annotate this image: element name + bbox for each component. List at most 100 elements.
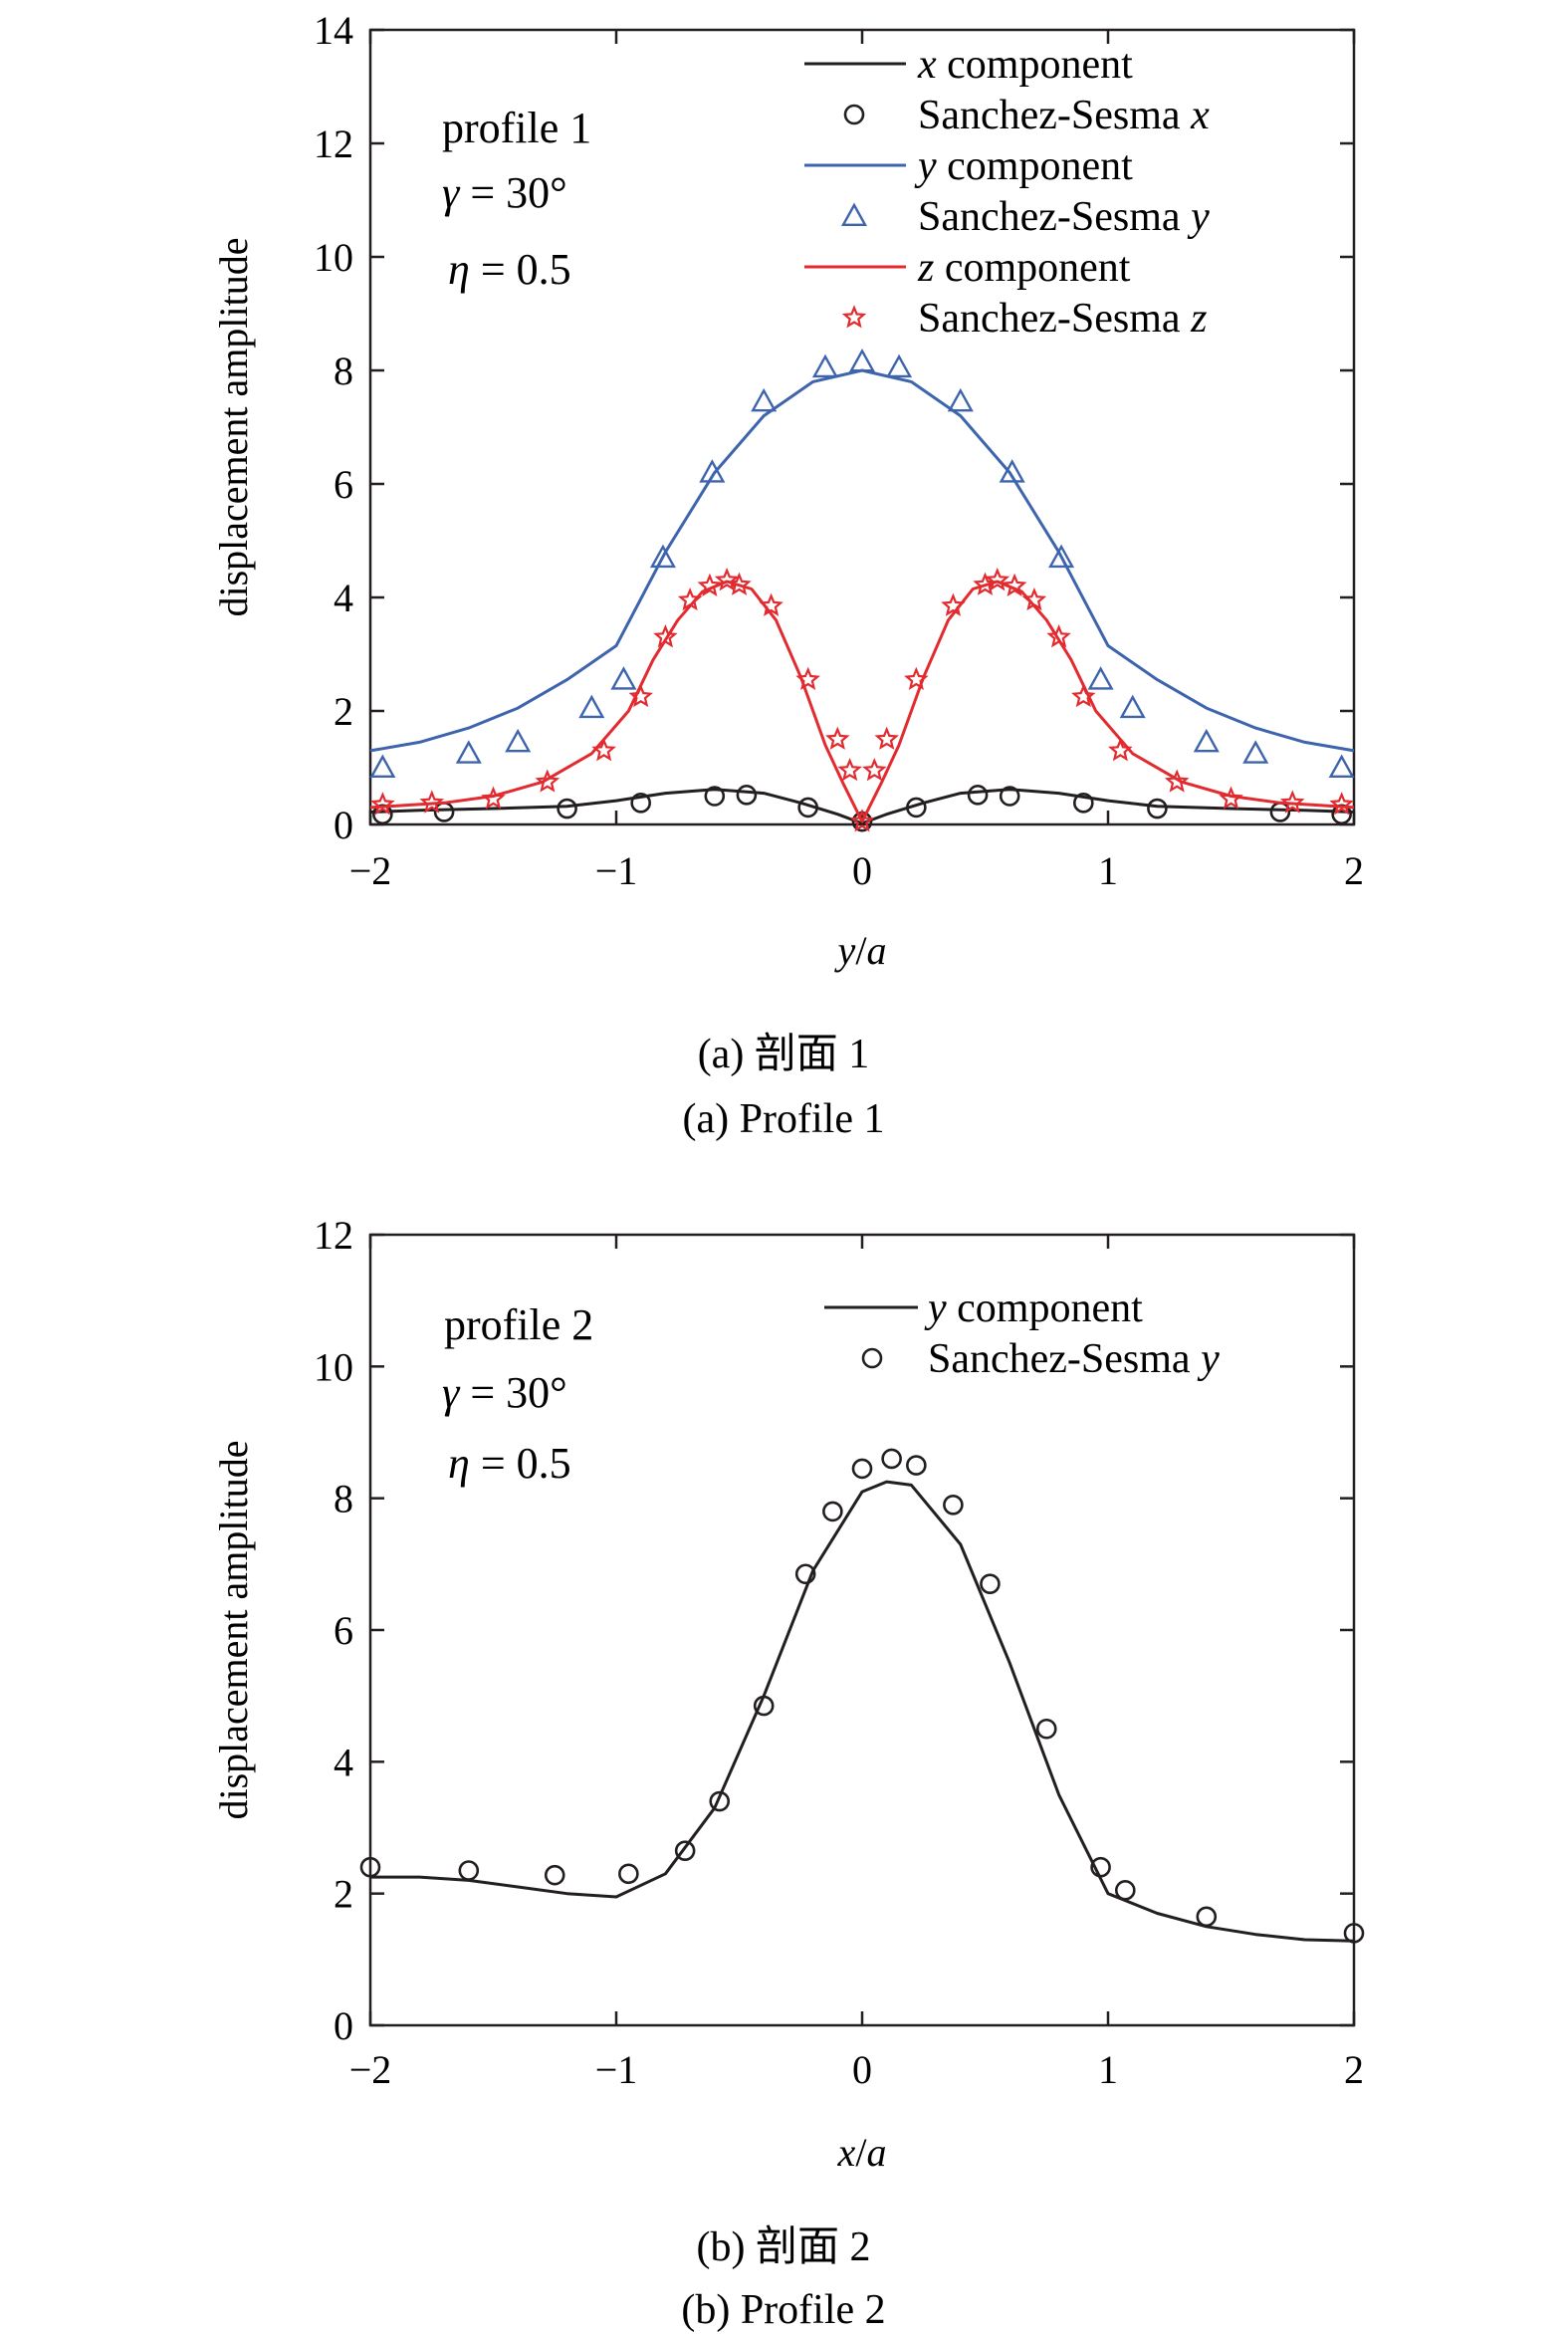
data-point-star (714, 568, 740, 591)
eta-annotation: η = 0.5 (448, 245, 571, 294)
data-point-circle (906, 797, 927, 818)
series-sanchez-sesma-z (370, 568, 1354, 832)
gamma-annotation: γ = 30° (442, 168, 567, 217)
x-tick-label: −2 (349, 2047, 392, 2092)
data-point-circle (797, 797, 818, 818)
data-point-triangle (1087, 666, 1114, 690)
data-point-star (535, 769, 560, 793)
data-point-star (904, 666, 929, 691)
data-point-circle (851, 1458, 873, 1480)
y-tick-label: 10 (314, 235, 353, 280)
legend-label: x component (917, 42, 1133, 88)
series-layer (369, 348, 1355, 832)
legend-label: z component (917, 245, 1131, 291)
y-tick-label: 4 (334, 576, 353, 620)
data-point-circle (709, 1790, 731, 1812)
data-point-circle (557, 798, 577, 819)
axis-ticks (368, 28, 1356, 826)
data-point-star (727, 572, 752, 595)
legend-label: y component (924, 1285, 1143, 1331)
y-tick-label: 0 (334, 803, 353, 847)
data-point-triangle (505, 728, 532, 753)
data-point-star (837, 758, 862, 782)
data-point-star (862, 758, 887, 782)
legend-item: Sanchez-Sesma y (840, 194, 1210, 240)
x-tick-label: 1 (1098, 848, 1118, 893)
data-point-star (697, 573, 723, 597)
x-tick-label: 0 (852, 848, 872, 893)
legend-item: x component (804, 42, 1133, 88)
data-point-circle (794, 1563, 816, 1585)
data-point-circle (736, 785, 758, 806)
series-x-component (369, 788, 1355, 825)
data-point-star (1108, 738, 1133, 762)
data-point-star (1279, 790, 1305, 814)
profile-annotation: profile 1 (442, 104, 591, 152)
legend-label: Sanchez-Sesma z (918, 296, 1207, 342)
data-point-circle (359, 1856, 381, 1878)
data-point-star (1219, 786, 1243, 810)
data-point-star (985, 568, 1010, 591)
data-point-circle (1196, 1906, 1218, 1928)
y-tick-label: 12 (314, 121, 353, 166)
x-tick-label: −2 (349, 848, 392, 893)
data-point-circle (980, 1573, 1001, 1594)
y-tick-label: 2 (334, 689, 353, 734)
data-point-triangle (840, 202, 868, 227)
legend-item: z component (804, 245, 1131, 291)
data-point-star (677, 587, 703, 611)
data-point-star (941, 592, 966, 616)
data-point-circle (1090, 1856, 1111, 1878)
data-point-star (419, 790, 445, 814)
caption-en-b: (b) Profile 2 (681, 2287, 885, 2333)
y-tick-label: 4 (334, 1740, 353, 1784)
data-point-star (1329, 792, 1354, 816)
data-point-star (1164, 769, 1190, 793)
y-tick-labels: 0 2 4 6 8 10 12 (314, 1213, 353, 2048)
data-point-circle (822, 1501, 843, 1522)
data-point-circle (618, 1863, 639, 1885)
chart-profile-2: −2 −1 0 1 2 0 2 4 6 8 10 12 displacement… (211, 1213, 1365, 2175)
y-axis-label: displacement amplitude (211, 238, 256, 617)
data-point-circle (999, 786, 1020, 807)
y-tick-labels: 0 2 4 6 8 10 12 14 (314, 8, 353, 847)
series-line (369, 788, 1355, 825)
x-tick-label: 0 (852, 2047, 872, 2092)
data-point-triangle (999, 459, 1025, 483)
data-point-triangle (886, 353, 913, 378)
chart-profile-1: −2 −1 0 1 2 0 2 4 6 8 10 12 14 displacem… (211, 8, 1364, 973)
profile-annotation: profile 2 (444, 1300, 593, 1349)
data-point-circle (544, 1864, 565, 1886)
legend-label: y component (914, 143, 1133, 189)
data-point-triangle (455, 740, 482, 764)
y-tick-label: 2 (334, 1872, 353, 1917)
data-point-triangle (369, 754, 396, 778)
data-point-star (1046, 623, 1071, 648)
data-point-star (795, 666, 820, 691)
series-sanchez-sesma-y (369, 348, 1355, 778)
series-layer (359, 1448, 1365, 1944)
series-y-component (369, 368, 1355, 753)
data-point-circle (458, 1860, 480, 1881)
data-point-star (591, 738, 616, 762)
y-axis-label: displacement amplitude (211, 1441, 256, 1820)
legend-item: y component (804, 143, 1133, 189)
caption-cn-a: (a) 剖面 1 (698, 1032, 870, 1077)
legend-label: Sanchez-Sesma y (918, 194, 1210, 240)
legend-label: Sanchez-Sesma y (928, 1336, 1220, 1382)
series-z-component (369, 580, 1355, 823)
y-tick-label: 6 (334, 462, 353, 507)
data-point-triangle (610, 666, 637, 690)
data-point-triangle (1328, 754, 1355, 778)
data-point-triangle (811, 353, 838, 378)
x-tick-label: 2 (1344, 2047, 1364, 2092)
y-tick-label: 12 (314, 1213, 353, 1258)
data-point-star (628, 683, 653, 708)
data-point-triangle (649, 544, 676, 569)
data-point-circle (906, 1455, 927, 1476)
series-line (369, 580, 1355, 823)
y-tick-label: 0 (334, 2003, 353, 2048)
data-point-circle (704, 786, 726, 807)
x-tick-labels: −2 −1 0 1 2 (349, 848, 1364, 893)
